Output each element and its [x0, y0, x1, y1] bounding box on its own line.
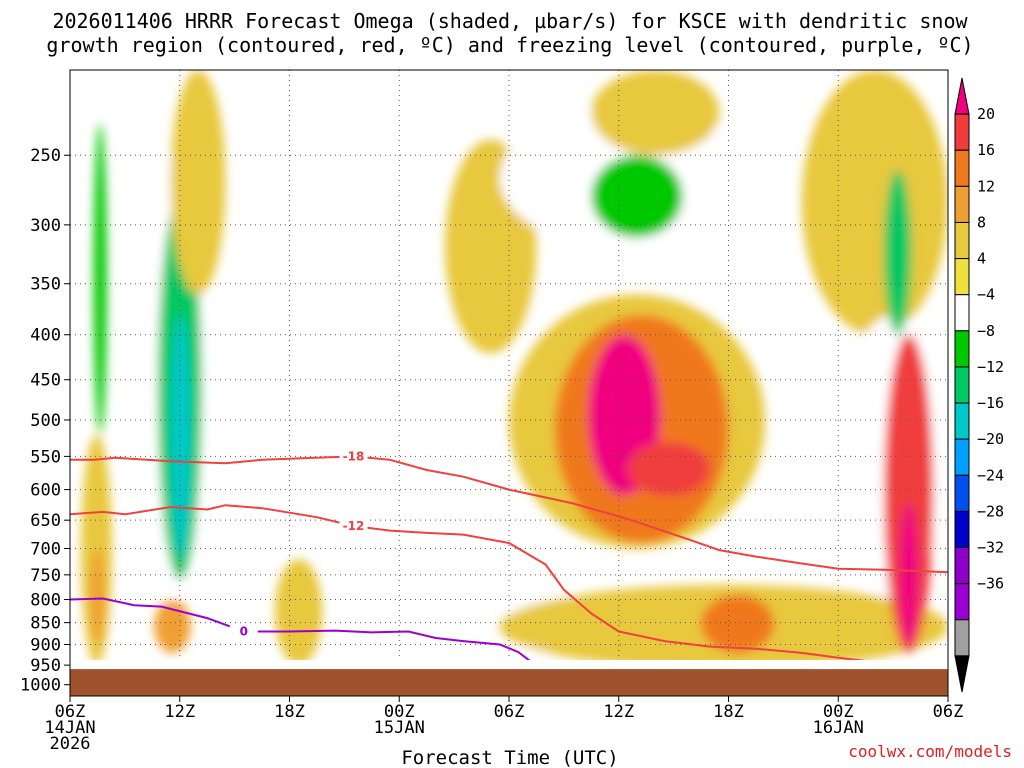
colorbar-label-9: −20 — [977, 430, 1004, 448]
colorbar-segment-3 — [954, 185, 970, 223]
x-tick-label-0-2: 2026 — [50, 734, 91, 754]
purple-contour-2 — [70, 597, 531, 660]
colorbar-label-8: −16 — [977, 394, 1004, 412]
ground-surface — [70, 669, 948, 696]
x-tick-label-4-0: 06Z — [494, 702, 525, 722]
colorbar-label-4: 4 — [977, 250, 986, 268]
x-tick-label-5-0: 12Z — [603, 702, 634, 722]
y-tick-label-12: 850 — [30, 614, 61, 634]
colorbar-segment-1 — [954, 113, 970, 151]
plot-area: -18 -12 0 — [70, 70, 948, 660]
colorbar-label-5: −4 — [977, 286, 995, 304]
colorbar-label-0: 20 — [977, 105, 995, 123]
colorbar-segment-8 — [954, 366, 970, 404]
omega-region-17 — [627, 442, 711, 496]
y-tick-label-4: 450 — [30, 371, 61, 391]
omega-region-24 — [883, 170, 912, 335]
colorbar-segment-14 — [954, 583, 970, 621]
colorbar-label-13: −36 — [977, 575, 1004, 593]
y-tick-label-2: 350 — [30, 275, 61, 295]
omega-region-6 — [154, 599, 191, 653]
colorbar-label-1: 16 — [977, 141, 995, 159]
colorbar-label-11: −28 — [977, 502, 1004, 520]
omega-region-8 — [274, 559, 323, 660]
colorbar-label-7: −12 — [977, 358, 1004, 376]
y-tick-label-0: 250 — [30, 146, 61, 166]
x-axis-title: Forecast Time (UTC) — [401, 747, 618, 768]
colorbar-segment-10 — [954, 438, 970, 476]
omega-region-26 — [898, 502, 919, 645]
x-tick-label-3-0: 00Z — [384, 702, 415, 722]
omega-region-9 — [322, 155, 372, 623]
contour-label-bg-2 — [229, 623, 258, 639]
colorbar-segment-6 — [954, 294, 970, 332]
omega-region-5 — [170, 315, 191, 560]
omega-region-25 — [883, 334, 934, 653]
colorbar-segment-0 — [954, 77, 970, 115]
y-tick-label-8: 650 — [30, 511, 61, 531]
y-tick-label-9: 700 — [30, 539, 61, 559]
x-tick-label-1-0: 12Z — [164, 702, 195, 722]
contour-label-bg-1 — [339, 518, 368, 534]
colorbar-label-12: −32 — [977, 539, 1004, 557]
x-tick-label-7-0: 00Z — [823, 702, 854, 722]
contour-label-2: 0 — [240, 625, 248, 639]
y-tick-label-5: 500 — [30, 411, 61, 431]
y-tick-label-6: 550 — [30, 447, 61, 467]
colorbar-segment-7 — [954, 330, 970, 368]
colorbar-segment-2 — [954, 149, 970, 187]
omega-region-2 — [93, 123, 107, 435]
credit-text: coolwx.com/models — [848, 742, 1012, 761]
y-tick-label-11: 800 — [30, 590, 61, 610]
omega-region-12 — [591, 155, 683, 238]
y-tick-label-7: 600 — [30, 481, 61, 501]
colorbar-segment-9 — [954, 402, 970, 440]
red-contour-1 — [70, 504, 866, 660]
omega-colorbar: 20 16 12 8 4 −4 −8 −12 −16 −20 −24 −28 −32 −36 — [954, 77, 1004, 693]
omega-region-22 — [801, 70, 948, 335]
colorbar-segment-5 — [954, 258, 970, 296]
x-tick-label-0-0: 06Z — [55, 702, 86, 722]
chart-title-line-1: 2026011406 HRRR Forecast Omega (shaded, … — [52, 9, 968, 33]
y-tick-label-3: 400 — [30, 326, 61, 346]
red-contour-0 — [70, 455, 948, 574]
x-tick-label-7-1: 16JAN — [813, 718, 864, 738]
y-tick-label-13: 900 — [30, 635, 61, 655]
colorbar-label-3: 8 — [977, 213, 986, 231]
colorbar-segment-11 — [954, 474, 970, 512]
y-tick-label-10: 750 — [30, 566, 61, 586]
contour-label-1: -12 — [343, 519, 365, 533]
colorbar-segment-12 — [954, 510, 970, 549]
x-tick-label-2-0: 18Z — [274, 702, 305, 722]
colorbar-label-6: −8 — [977, 322, 995, 340]
colorbar-label-10: −24 — [977, 466, 1004, 484]
colorbar-segment-16 — [954, 655, 970, 693]
contour-lines: -18 -12 0 — [70, 448, 948, 660]
colorbar-segment-4 — [954, 221, 970, 260]
omega-region-21 — [701, 594, 775, 653]
x-tick-label-3-1: 15JAN — [374, 718, 425, 738]
omega-region-13 — [591, 70, 720, 156]
y-tick-label-14: 950 — [30, 656, 61, 676]
x-tick-label-0-1: 14JAN — [44, 718, 95, 738]
contour-label-bg-0 — [339, 448, 368, 464]
y-tick-label-15: 1000 — [20, 676, 61, 696]
omega-region-1 — [90, 548, 105, 645]
x-tick-label-6-0: 18Z — [713, 702, 744, 722]
pressure-axis: 2503003504004505005506006507007508008509… — [20, 146, 70, 696]
colorbar-segment-15 — [954, 619, 970, 657]
colorbar-segment-13 — [954, 547, 970, 585]
omega-region-7 — [170, 70, 226, 295]
chart-title-line-2: growth region (contoured, red, ºC) and f… — [46, 33, 973, 57]
contour-label-0: -18 — [343, 449, 365, 463]
x-tick-label-8-0: 06Z — [933, 702, 964, 722]
omega-shading — [80, 70, 948, 660]
y-tick-label-1: 300 — [30, 216, 61, 236]
colorbar-label-2: 12 — [977, 177, 995, 195]
